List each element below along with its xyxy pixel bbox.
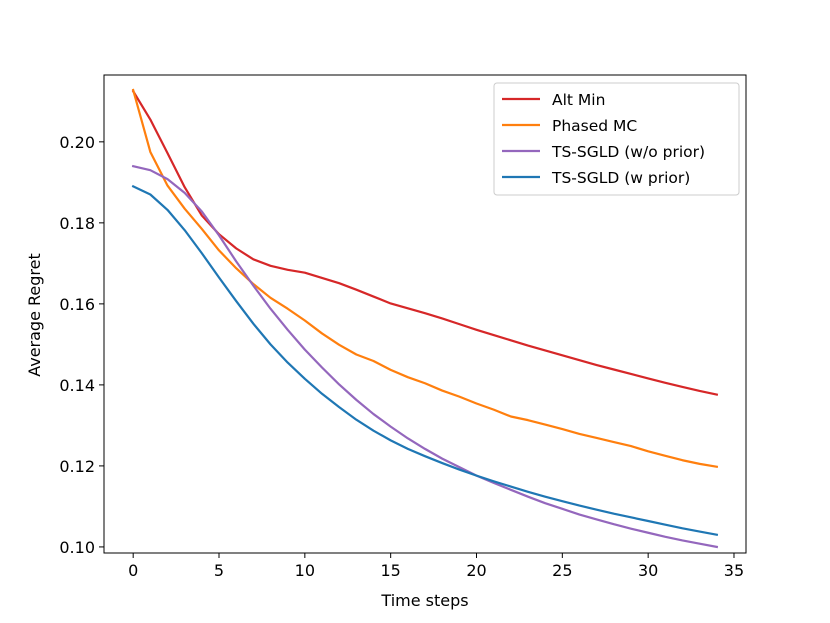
y-tick-label: 0.14 bbox=[59, 376, 95, 395]
series-line-ts-sgld-w-o-prior bbox=[131, 164, 719, 549]
legend-label: Phased MC bbox=[552, 117, 637, 135]
x-tick-label: 10 bbox=[295, 561, 315, 580]
y-tick-label: 0.20 bbox=[59, 133, 95, 152]
y-tick-label: 0.18 bbox=[59, 214, 95, 233]
y-tick-label: 0.10 bbox=[59, 538, 95, 557]
x-tick-label: 20 bbox=[466, 561, 486, 580]
series-line-alt-min bbox=[131, 89, 719, 396]
series-line-phased-mc bbox=[131, 88, 719, 468]
series-lines bbox=[131, 88, 719, 549]
x-axis-ticks: 0 5 10 15 20 25 30 35 bbox=[128, 553, 744, 580]
series-line-ts-sgld-w-prior bbox=[131, 184, 719, 537]
x-tick-label: 25 bbox=[552, 561, 572, 580]
legend-box bbox=[493, 82, 740, 196]
x-tick-label: 30 bbox=[638, 561, 658, 580]
legend: Alt Min Phased MC TS-SGLD (w/o prior) TS-SG… bbox=[493, 82, 740, 196]
x-tick-label: 0 bbox=[128, 561, 138, 580]
y-axis-ticks: 0.10 0.12 0.14 0.16 0.18 0.20 bbox=[59, 133, 104, 557]
x-tick-label: 35 bbox=[724, 561, 744, 580]
x-axis-label: Time steps bbox=[380, 591, 468, 610]
y-axis-label: Average Regret bbox=[25, 253, 44, 377]
plot-area-frame bbox=[103, 74, 747, 554]
y-tick-label: 0.16 bbox=[59, 295, 95, 314]
legend-label: TS-SGLD (w prior) bbox=[551, 169, 690, 187]
legend-label: Alt Min bbox=[552, 91, 605, 109]
y-tick-label: 0.12 bbox=[59, 457, 95, 476]
x-tick-label: 15 bbox=[380, 561, 400, 580]
x-tick-label: 5 bbox=[214, 561, 224, 580]
legend-label: TS-SGLD (w/o prior) bbox=[551, 143, 705, 161]
